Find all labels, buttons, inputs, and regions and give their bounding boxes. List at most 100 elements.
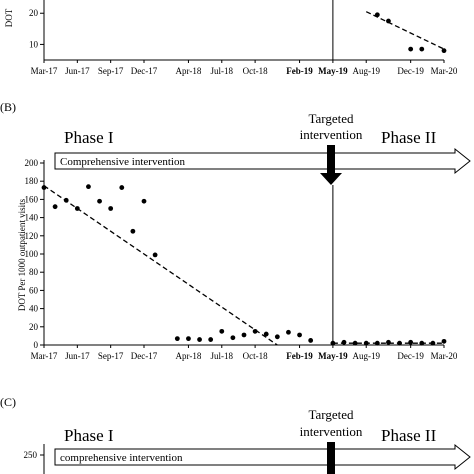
panel-b-y-tick-label: 80 (29, 267, 39, 277)
panel-b-data-point (86, 184, 91, 190)
panel-b-data-point (430, 340, 436, 346)
panel-c-y-tick-label: 250 (24, 450, 38, 460)
panel-b-targeted-1: Targeted (308, 111, 354, 126)
panel-a-x-tick-label: Sep-17 (98, 66, 124, 76)
panel-b-targeted-2: intervention (300, 127, 363, 142)
panel-b-y-tick-label: 120 (25, 231, 39, 241)
panel-b-data-point (174, 336, 180, 342)
panel-b-data-point (197, 337, 202, 342)
panel-b-y-tick-label: 180 (25, 176, 39, 186)
panel-c-label: (C) (0, 395, 16, 409)
panel-b-phase2: Phase II (381, 128, 437, 147)
panel-b-data-point (41, 185, 47, 190)
panel-b-data-point (363, 340, 369, 346)
panel-b-data-point (419, 340, 425, 346)
panel-a-x-tick-label: Mar-17 (31, 66, 58, 76)
panel-a-x-tick-label: Mar-20 (431, 66, 458, 76)
panel-b-data-point (330, 340, 336, 346)
panel-b-x-tick-label: Dec-19 (397, 351, 424, 361)
panel-c-targeted-2: intervention (300, 424, 363, 439)
panel-c-targeted-1: Targeted (308, 407, 354, 422)
panel-b-data-point (408, 339, 414, 345)
panel-a-data-point (408, 46, 414, 52)
panel-b-data-point (152, 252, 158, 258)
panel-b-data-point (219, 328, 225, 334)
panel-b-y-tick-label: 20 (29, 322, 39, 332)
panel-b-data-point (108, 206, 114, 211)
panel-c-phase1: Phase I (64, 426, 114, 445)
panel-b-targeted-arrow (320, 145, 342, 185)
panel-b-data-point (352, 340, 358, 346)
panel-a-x-tick-label: Feb-19 (286, 66, 313, 76)
panel-b-y-tick-label: 60 (29, 285, 39, 295)
panel-b-x-ticks: Mar-17 Jun-17 Sep-17 Dec-17 Apr-18 Jul-18 Oct-… (31, 344, 458, 361)
panel-a-trend-line (365, 11, 445, 50)
panel-b-data-point (263, 331, 269, 337)
panel-a-x-tick-label: May-19 (318, 66, 348, 76)
panel-b-data-point (141, 198, 147, 204)
panel-b-x-tick-label: Sep-17 (98, 351, 124, 361)
panel-b-x-tick-label: Aug-19 (352, 351, 380, 361)
panel-b-data-point (374, 340, 380, 346)
panel-b-label: (B) (0, 100, 16, 114)
panel-c-phase2: Phase II (381, 426, 437, 445)
panel-b-y-tick-label: 100 (25, 249, 39, 259)
panel-b-y-tick-label: 40 (29, 304, 39, 314)
panel-b-comprehensive-band (54, 147, 471, 175)
panel-b-x-tick-label: Feb-19 (286, 351, 313, 361)
panel-b-data-point (308, 338, 314, 343)
panel-b-data-point (274, 334, 280, 340)
panel-b-x-tick-label: Jun-17 (65, 351, 90, 361)
panel-b-x-tick-label: Dec-17 (131, 351, 158, 361)
panel-a-x-tick-label: Oct-18 (243, 66, 268, 76)
panel-b-data-point (208, 337, 214, 342)
panel-c: (C) Phase I Phase II Targeted interventi… (0, 395, 471, 474)
panel-b-y-tick-label: 160 (25, 194, 39, 204)
panel-b-x-tick-label: Mar-17 (31, 351, 58, 361)
panel-a-x-tick-label: Dec-17 (131, 66, 158, 76)
panel-b-band-label: Comprehensive intervention (60, 156, 185, 168)
panel-b-x-tick-label: Oct-18 (243, 351, 268, 361)
panel-a-x-tick-label: Jul-18 (211, 66, 234, 76)
panel-a-data-point (386, 18, 391, 24)
panel-b-data-point (186, 336, 191, 342)
panel-b-phase1: Phase I (64, 128, 114, 147)
panel-b-marks (41, 184, 447, 346)
panel-b-data-point (297, 332, 302, 338)
panel-b-y-tick-label: 0 (34, 340, 39, 350)
panel-a-data-point (374, 12, 380, 18)
panel-a-data-point (419, 46, 425, 52)
panel-a-y-tick-label: 20 (29, 8, 39, 18)
panel-c-band-label: comprehensive intervention (60, 452, 183, 464)
panel-b-trend-phase1-line (43, 185, 278, 346)
panel-b-data-point (252, 328, 258, 334)
panel-b-data-point (119, 185, 125, 190)
panel-b-ylabel: DOT Per 1000 outpatient visits (17, 198, 27, 311)
panel-c-targeted-arrow (327, 442, 335, 474)
panel-a-y-ticks: 10 20 (29, 0, 45, 60)
panel-a-marks (332, 0, 447, 60)
panel-b-data-point (241, 332, 247, 338)
panel-b-data-point (130, 228, 136, 234)
panel-b-x-tick-label: Mar-20 (431, 351, 458, 361)
panel-b-data-point (52, 204, 58, 210)
panel-b-data-point (74, 206, 80, 211)
panel-b-x-tick-label: Apr-18 (176, 351, 202, 361)
panel-b-y-tick-label: 140 (25, 213, 39, 223)
panel-b-data-point (286, 329, 291, 335)
panel-b-x-tick-label: May-19 (318, 351, 348, 361)
panel-b-data-point (397, 340, 402, 346)
panel-b: (B) Phase I Phase II Targeted interventi… (0, 100, 471, 361)
panel-b-y-tick-label: 200 (25, 158, 39, 168)
panel-c-comprehensive-band (54, 443, 471, 471)
panel-b-data-point (386, 339, 391, 345)
panel-a-x-ticks: Mar-17 Jun-17 Sep-17 Dec-17 Apr-18 Jul-18 Oct-… (31, 59, 458, 76)
panel-b-data-point (63, 197, 69, 203)
panel-b-data-point (441, 338, 447, 344)
panel-a-y-tick-label: 10 (29, 39, 39, 49)
panel-b-data-point (97, 198, 102, 204)
panel-a: DOT 10 20 Mar-17 Jun-17 Sep-17 Dec-17 Apr-18 J… (4, 0, 458, 76)
panel-a-x-tick-label: Apr-18 (176, 66, 202, 76)
panel-a-ylabel: DOT (4, 8, 14, 27)
